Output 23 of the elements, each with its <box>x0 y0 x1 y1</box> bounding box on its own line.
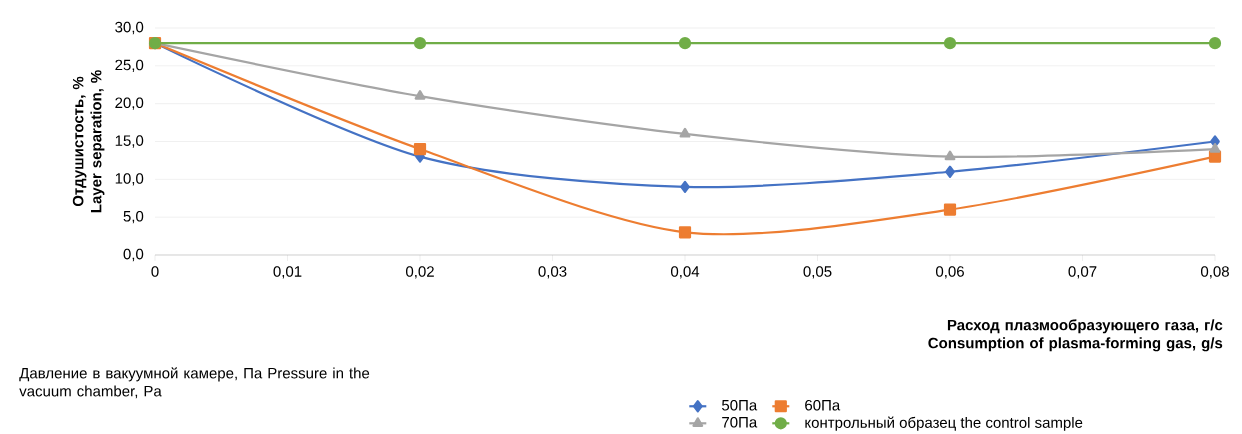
x-tick-label: 0,03 <box>538 266 567 279</box>
x-tick-label: 0,01 <box>273 266 302 279</box>
x-tick-label: 0 <box>151 266 159 277</box>
x-tick-label: 0,02 <box>406 266 434 279</box>
y-tick-label: 0,0 <box>123 248 144 262</box>
legend-label: 60Па <box>805 399 841 411</box>
x-tick-label: 0,05 <box>803 266 832 279</box>
legend-label: 50Па <box>721 399 758 411</box>
y-tick-label: 10,0 <box>115 173 144 186</box>
y-tick-label: 25,0 <box>115 59 144 73</box>
y-tick-label: 20,0 <box>115 97 144 110</box>
y-tick-label: 5,0 <box>123 210 144 224</box>
legend-label: 70Па <box>722 416 758 428</box>
x-tick-label: 0,07 <box>1068 266 1097 279</box>
y-tick-label: 30,0 <box>115 21 144 35</box>
legend-title: Давление в вакуумной камере, Па Pressure in the vacuum chamber, Pa <box>19 367 370 399</box>
legend-label: контрольный образец the control sample <box>805 416 1083 431</box>
y-axis-title: Отдушистость, % Layer separation, % <box>72 70 105 213</box>
x-tick-label: 0,06 <box>936 266 964 279</box>
x-tick-label: 0,08 <box>1201 266 1229 279</box>
y-tick-label: 15,0 <box>115 135 144 148</box>
x-axis-title: Расход плазмообразующего газа, г/с Consumption of plasma-forming gas, g/s <box>928 319 1223 352</box>
x-tick-label: 0,04 <box>671 266 700 279</box>
